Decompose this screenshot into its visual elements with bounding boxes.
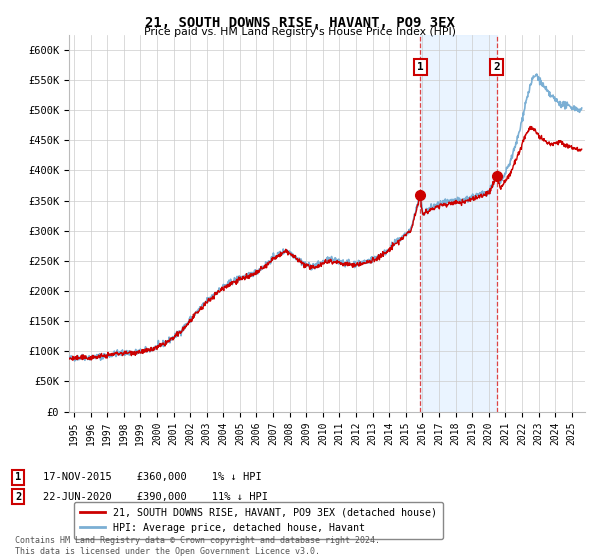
Legend: 21, SOUTH DOWNS RISE, HAVANT, PO9 3EX (detached house), HPI: Average price, deta: 21, SOUTH DOWNS RISE, HAVANT, PO9 3EX (d… (74, 502, 443, 539)
Text: 17-NOV-2015    £360,000    1% ↓ HPI: 17-NOV-2015 £360,000 1% ↓ HPI (43, 472, 262, 482)
Text: 1: 1 (417, 62, 424, 72)
Text: 1: 1 (15, 472, 21, 482)
Text: 2: 2 (493, 62, 500, 72)
Text: Contains HM Land Registry data © Crown copyright and database right 2024.
This d: Contains HM Land Registry data © Crown c… (15, 536, 380, 556)
Text: 2: 2 (15, 492, 21, 502)
Text: Price paid vs. HM Land Registry's House Price Index (HPI): Price paid vs. HM Land Registry's House … (144, 27, 456, 37)
Bar (421, 35, 497, 412)
Text: 22-JUN-2020    £390,000    11% ↓ HPI: 22-JUN-2020 £390,000 11% ↓ HPI (43, 492, 268, 502)
Text: 21, SOUTH DOWNS RISE, HAVANT, PO9 3EX: 21, SOUTH DOWNS RISE, HAVANT, PO9 3EX (145, 16, 455, 30)
